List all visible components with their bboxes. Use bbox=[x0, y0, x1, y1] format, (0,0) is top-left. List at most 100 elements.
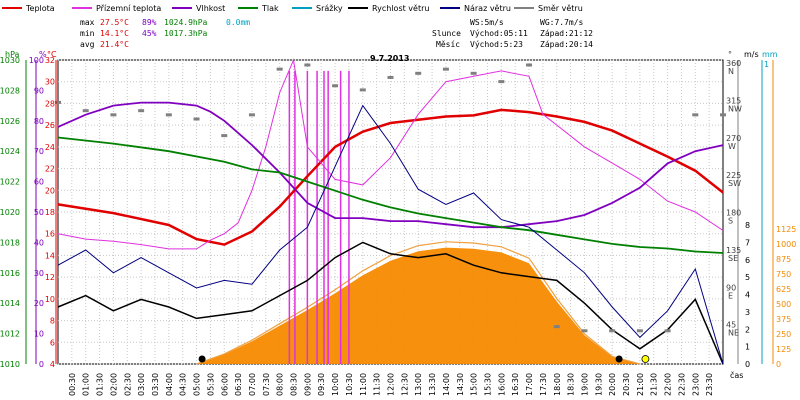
pressure-tick-label: 1014 bbox=[0, 299, 20, 308]
x-tick-label: 08:30 bbox=[290, 373, 299, 396]
direction-tick-label: 360 bbox=[726, 59, 741, 68]
wind-direction-mark bbox=[359, 88, 366, 92]
wind-direction-mark bbox=[664, 329, 671, 333]
series-line-náraz-větru bbox=[57, 104, 724, 365]
x-tick-label: 17:30 bbox=[539, 373, 548, 396]
sun-rise: Východ:05:11 bbox=[470, 29, 528, 38]
moon-rise: Východ:5:23 bbox=[470, 40, 523, 49]
temperature-tick-label: 32 bbox=[45, 56, 55, 65]
wind-tick-label: 8 bbox=[745, 221, 750, 230]
pressure-tick-label: 1018 bbox=[0, 238, 20, 247]
direction-compass-label: S bbox=[728, 217, 733, 226]
stat-hum: 89% bbox=[142, 18, 157, 27]
wind-direction-mark bbox=[221, 134, 228, 138]
direction-unit: ° bbox=[728, 50, 732, 59]
wind-direction-mark bbox=[82, 109, 89, 113]
temperature-tick-label: 4 bbox=[50, 360, 55, 369]
x-tick-label: 03:30 bbox=[151, 373, 160, 396]
x-tick-label: 14:30 bbox=[456, 373, 465, 396]
legend-item-label: Vlhkost bbox=[196, 4, 225, 13]
moon-label: Měsíc bbox=[436, 40, 460, 49]
chart-text: 9.7.2013 Teplota Přízemní teplota Vlhkost Tl… bbox=[2, 4, 593, 63]
radiation-tick-label: 125 bbox=[776, 345, 791, 354]
x-tick-label: 00:30 bbox=[68, 373, 77, 396]
legend-item-label: Srážky bbox=[316, 4, 343, 13]
wind-gust-info: WG:7.7m/s bbox=[540, 18, 584, 27]
humidity-unit: % bbox=[39, 50, 47, 59]
x-tick-label: 14:00 bbox=[442, 373, 451, 396]
x-tick-label: 06:30 bbox=[234, 373, 243, 396]
x-tick-label: 12:30 bbox=[400, 373, 409, 396]
x-tick-label: 18:00 bbox=[553, 373, 562, 396]
x-tick-label: 07:30 bbox=[262, 373, 271, 396]
direction-tick-label: 270 bbox=[726, 134, 741, 143]
wind-direction-mark bbox=[470, 71, 477, 75]
radiation-tick-label: 625 bbox=[776, 285, 791, 294]
wind-tick-label: 2 bbox=[745, 325, 750, 334]
radiation-tick-label: 375 bbox=[776, 315, 791, 324]
humidity-tick-label: 50 bbox=[34, 208, 44, 217]
temperature-tick-label: 18 bbox=[45, 208, 55, 217]
x-tick-label: 21:00 bbox=[636, 373, 645, 396]
legend-item-label: Náraz větru bbox=[464, 4, 511, 13]
legend-item-label: Teplota bbox=[25, 4, 55, 13]
temperature-tick-label: 12 bbox=[45, 273, 55, 282]
temperature-tick-label: 20 bbox=[45, 186, 55, 195]
humidity-tick-label: 60 bbox=[34, 178, 44, 187]
pressure-tick-label: 1022 bbox=[0, 178, 20, 187]
wind-direction-mark bbox=[248, 113, 255, 117]
pressure-tick-label: 1016 bbox=[0, 269, 20, 278]
temperature-tick-label: 16 bbox=[45, 230, 55, 239]
wind-tick-label: 4 bbox=[745, 291, 750, 300]
direction-compass-label: NW bbox=[728, 104, 742, 113]
temperature-unit: °C bbox=[47, 50, 57, 59]
direction-tick-label: 45 bbox=[726, 321, 736, 330]
humidity-tick-label: 70 bbox=[34, 147, 44, 156]
legend-item-label: Přízemní teplota bbox=[96, 4, 161, 13]
chart-title: 9.7.2013 bbox=[370, 54, 409, 63]
direction-tick-label: 90 bbox=[726, 283, 736, 292]
rain-unit: mm bbox=[762, 50, 778, 59]
direction-compass-label: W bbox=[728, 142, 736, 151]
pressure-tick-label: 1024 bbox=[0, 147, 20, 156]
humidity-tick-label: 100 bbox=[29, 56, 44, 65]
direction-compass-label: N bbox=[728, 67, 734, 76]
stat-press: 1017.3hPa bbox=[164, 29, 208, 38]
temperature-tick-label: 22 bbox=[45, 165, 55, 174]
humidity-tick-label: 0 bbox=[39, 360, 44, 369]
pressure-tick-label: 1012 bbox=[0, 330, 20, 339]
wind-direction-mark bbox=[526, 63, 533, 67]
legend-item-label: Tlak bbox=[261, 4, 279, 13]
wind-direction-mark bbox=[55, 100, 61, 104]
wind-direction-mark bbox=[193, 117, 200, 121]
x-tick-label: 15:30 bbox=[483, 373, 492, 396]
wind-direction-mark bbox=[442, 67, 449, 71]
radiation-tick-label: 0 bbox=[776, 360, 781, 369]
x-tick-label: 08:00 bbox=[276, 373, 285, 396]
temperature-tick-label: 30 bbox=[45, 78, 55, 87]
x-tick-label: 16:00 bbox=[497, 373, 506, 396]
direction-compass-label: SW bbox=[728, 179, 741, 188]
temperature-tick-label: 28 bbox=[45, 99, 55, 108]
direction-compass-label: SE bbox=[728, 254, 738, 263]
humidity-tick-label: 40 bbox=[34, 238, 44, 247]
wind-direction-mark bbox=[609, 329, 616, 333]
wind-tick-label: 0 bbox=[745, 360, 750, 369]
direction-tick-label: 315 bbox=[726, 96, 741, 105]
wind-direction-mark bbox=[415, 71, 422, 75]
x-tick-label: 23:30 bbox=[705, 373, 714, 396]
radiation-tick-label: 250 bbox=[776, 330, 791, 339]
wind-tick-label: 6 bbox=[745, 256, 750, 265]
stat-rain: 0.0mm bbox=[226, 18, 250, 27]
moon-set: Západ:20:14 bbox=[540, 40, 593, 49]
radiation-tick-label: 875 bbox=[776, 255, 791, 264]
x-tick-label: 19:30 bbox=[594, 373, 603, 396]
humidity-tick-label: 90 bbox=[34, 86, 44, 95]
stat-temp: 27.5°C bbox=[100, 18, 129, 27]
x-axis-label: čas bbox=[730, 370, 743, 380]
x-tick-label: 15:00 bbox=[470, 373, 479, 396]
x-tick-label: 05:30 bbox=[206, 373, 215, 396]
wind-tick-label: 1 bbox=[745, 343, 750, 352]
legend-item-label: Směr větru bbox=[538, 4, 583, 13]
